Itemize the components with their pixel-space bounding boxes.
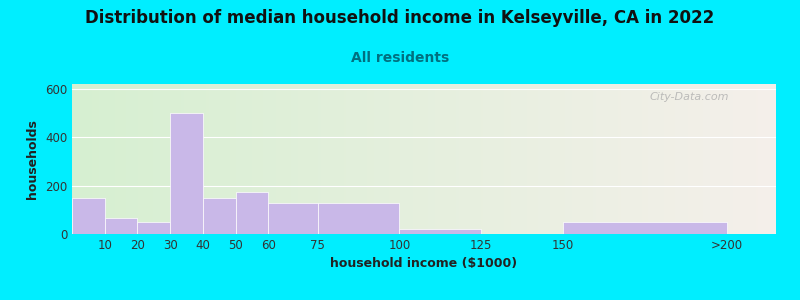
Bar [72,198,105,234]
Text: City-Data.com: City-Data.com [650,92,729,101]
Text: All residents: All residents [351,51,449,65]
Bar [105,218,138,234]
Text: Distribution of median household income in Kelseyville, CA in 2022: Distribution of median household income … [86,9,714,27]
X-axis label: household income ($1000): household income ($1000) [330,257,518,270]
Bar [170,113,203,234]
Bar [236,192,269,234]
Bar [563,222,727,234]
Bar [318,202,399,234]
Bar [269,202,318,234]
Bar [399,229,482,234]
Bar [138,222,170,234]
Bar [203,198,236,234]
Y-axis label: households: households [26,119,39,199]
